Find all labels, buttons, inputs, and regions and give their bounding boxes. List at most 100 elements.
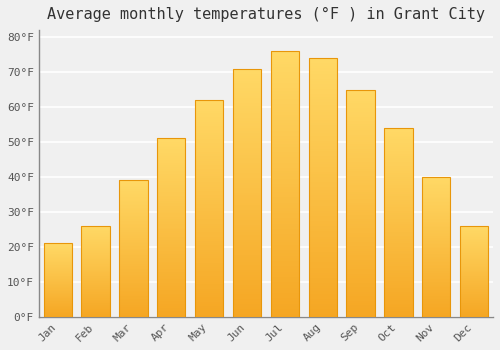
Bar	[233, 294, 261, 297]
Bar	[460, 268, 488, 270]
Bar	[157, 201, 186, 203]
Bar	[422, 220, 450, 222]
Bar	[308, 198, 337, 200]
Bar	[195, 230, 224, 232]
Bar	[195, 187, 224, 189]
Bar	[82, 294, 110, 295]
Bar	[82, 240, 110, 241]
Bar	[460, 286, 488, 287]
Bar	[233, 113, 261, 116]
Bar	[422, 205, 450, 206]
Bar	[119, 187, 148, 189]
Bar	[270, 266, 299, 269]
Bar	[44, 263, 72, 264]
Bar	[233, 96, 261, 98]
Bar	[82, 274, 110, 275]
Bar	[308, 255, 337, 257]
Bar	[119, 223, 148, 224]
Bar	[82, 266, 110, 267]
Bar	[384, 294, 412, 296]
Bar	[346, 262, 375, 265]
Bar	[308, 237, 337, 239]
Bar	[460, 281, 488, 282]
Bar	[270, 303, 299, 306]
Bar	[308, 270, 337, 273]
Bar	[422, 217, 450, 219]
Bar	[195, 286, 224, 289]
Bar	[82, 314, 110, 315]
Bar	[384, 222, 412, 224]
Bar	[44, 261, 72, 262]
Bar	[195, 224, 224, 226]
Bar	[195, 250, 224, 252]
Bar	[308, 151, 337, 154]
Bar	[119, 219, 148, 220]
Bar	[157, 247, 186, 249]
Bar	[44, 245, 72, 246]
Bar	[384, 306, 412, 307]
Bar	[233, 250, 261, 252]
Bar	[195, 152, 224, 154]
Bar	[119, 304, 148, 306]
Bar	[157, 194, 186, 196]
Bar	[308, 66, 337, 68]
Bar	[460, 296, 488, 297]
Bar	[233, 178, 261, 180]
Bar	[460, 238, 488, 239]
Bar	[44, 294, 72, 295]
Bar	[422, 290, 450, 292]
Bar	[270, 165, 299, 168]
Bar	[233, 245, 261, 247]
Bar	[82, 262, 110, 263]
Bar	[422, 198, 450, 199]
Bar	[233, 262, 261, 265]
Bar	[195, 308, 224, 310]
Bar	[422, 279, 450, 280]
Bar	[346, 105, 375, 108]
Bar	[119, 227, 148, 228]
Bar	[119, 289, 148, 291]
Bar	[460, 291, 488, 292]
Bar	[157, 153, 186, 154]
Bar	[119, 258, 148, 260]
Bar	[82, 278, 110, 279]
Bar	[422, 213, 450, 215]
Bar	[82, 276, 110, 277]
Bar	[195, 111, 224, 113]
Bar	[157, 235, 186, 237]
Bar	[422, 310, 450, 311]
Bar	[384, 303, 412, 306]
Bar	[195, 193, 224, 195]
Bar	[422, 240, 450, 241]
Bar	[308, 301, 337, 304]
Bar	[346, 149, 375, 151]
Bar	[422, 186, 450, 187]
Bar	[195, 195, 224, 197]
Bar	[346, 233, 375, 235]
Bar	[422, 224, 450, 226]
Bar	[460, 295, 488, 296]
Bar	[270, 243, 299, 245]
Bar	[384, 257, 412, 258]
Bar	[422, 254, 450, 255]
Bar	[157, 222, 186, 224]
Bar	[44, 252, 72, 253]
Bar	[157, 233, 186, 235]
Bar	[233, 89, 261, 91]
Bar	[460, 236, 488, 237]
Bar	[308, 162, 337, 164]
Bar	[157, 204, 186, 206]
Bar	[119, 260, 148, 261]
Bar	[157, 313, 186, 315]
Bar	[233, 175, 261, 178]
Bar	[384, 226, 412, 228]
Bar	[233, 302, 261, 304]
Bar	[346, 103, 375, 105]
Bar	[157, 302, 186, 304]
Bar	[233, 247, 261, 250]
Bar	[308, 118, 337, 120]
Bar	[119, 193, 148, 194]
Bar	[82, 258, 110, 259]
Bar	[119, 194, 148, 195]
Bar	[44, 273, 72, 274]
